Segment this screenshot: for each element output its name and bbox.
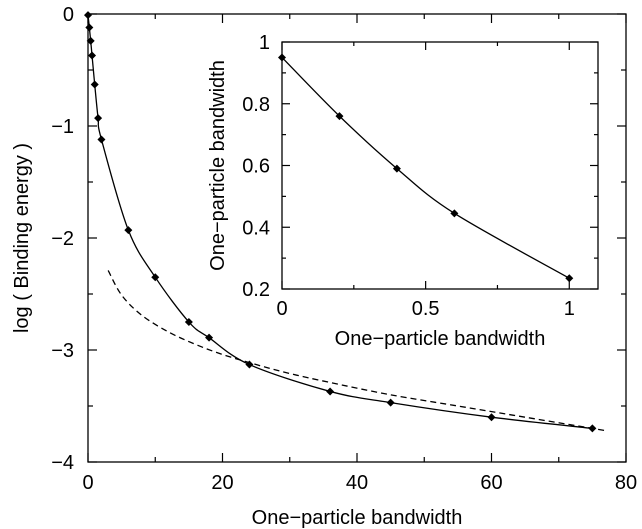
y-tick-label: 0 xyxy=(63,4,74,26)
plot-background xyxy=(282,42,598,289)
data-point-marker xyxy=(184,318,193,326)
x-axis-label: One−particle bandwidth xyxy=(335,328,546,350)
data-point-marker xyxy=(205,333,214,342)
y-tick-label: 0.6 xyxy=(242,156,270,178)
y-tick-label: 0.4 xyxy=(242,217,270,239)
data-point-marker xyxy=(335,112,344,121)
data-point-marker xyxy=(86,36,95,45)
data-point-marker xyxy=(90,80,99,89)
y-tick-label: 1 xyxy=(259,32,270,54)
x-tick-label: 40 xyxy=(346,472,368,494)
y-tick-label: −3 xyxy=(51,340,74,362)
data-point-marker xyxy=(94,114,103,123)
y-tick-label: −1 xyxy=(51,116,74,138)
x-axis-label: One−particle bandwidth xyxy=(252,507,463,529)
dashed-series-line xyxy=(107,270,606,432)
y-tick-label: −2 xyxy=(51,228,74,250)
y-tick-label: −4 xyxy=(51,452,74,474)
data-point-marker xyxy=(124,226,133,235)
data-point-marker xyxy=(450,209,459,218)
data-point-marker xyxy=(565,274,574,283)
y-tick-label: 0.8 xyxy=(242,94,270,116)
x-tick-label: 60 xyxy=(480,472,502,494)
main-chart: 0 20 40 60 80 0 −1 −2 −3 −4 One−particle bandwidth… xyxy=(11,4,637,529)
data-point-marker xyxy=(487,413,496,422)
data-point-marker xyxy=(326,387,335,396)
x-tick-label: 20 xyxy=(211,472,233,494)
x-tick-label: 1 xyxy=(564,298,575,320)
data-point-marker xyxy=(392,164,401,173)
y-tick-label: 0.2 xyxy=(242,279,270,301)
x-tick-label: 0.5 xyxy=(412,298,440,320)
data-point-marker xyxy=(386,398,395,407)
data-point-marker xyxy=(151,273,160,282)
inset-chart: 0 0.5 1 0.2 0.4 0.6 0.8 1 One−particle bandwidth… xyxy=(207,32,599,350)
y-axis-label: One−particle bandwidth xyxy=(207,60,229,271)
data-point-marker xyxy=(88,51,97,60)
data-point-marker xyxy=(97,135,106,144)
x-tick-label: 80 xyxy=(615,472,637,494)
x-tick-label: 0 xyxy=(276,298,287,320)
x-tick-label: 0 xyxy=(82,472,93,494)
data-point-marker xyxy=(85,23,94,32)
y-axis-label: log ( Binding energy ) xyxy=(11,143,33,333)
